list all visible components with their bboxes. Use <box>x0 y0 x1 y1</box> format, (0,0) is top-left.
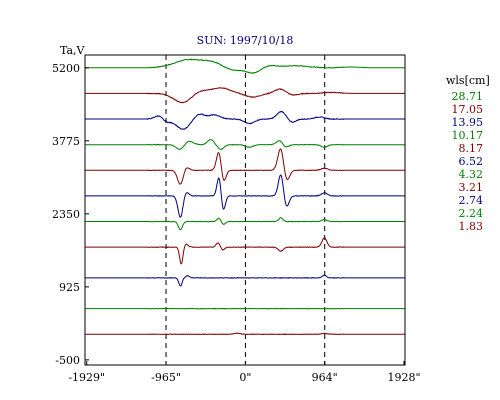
legend-item: 8.17 <box>459 142 484 155</box>
chart-title: SUN: 1997/10/18 <box>197 34 294 47</box>
y-tick-label: 5200 <box>52 62 80 75</box>
legend-item: 4.32 <box>459 168 484 181</box>
x-tick-label: 0" <box>239 371 251 384</box>
series-line <box>85 237 405 265</box>
series-line <box>85 58 405 74</box>
y-tick-label: -500 <box>55 354 80 367</box>
series-line <box>85 110 405 130</box>
legend-item: 6.52 <box>459 155 484 168</box>
series-line <box>85 86 405 104</box>
x-tick-label: -1929" <box>68 371 105 384</box>
legend-item: 28.71 <box>452 90 484 103</box>
series-line <box>85 139 405 151</box>
legend-item: 10.17 <box>452 129 484 142</box>
y-axis-label: Ta,V <box>60 44 86 57</box>
series-line <box>85 274 405 287</box>
y-tick-label: 3775 <box>52 135 80 148</box>
legend-item: 3.21 <box>459 181 484 194</box>
series-line <box>85 307 405 310</box>
legend-item: 13.95 <box>452 116 484 129</box>
y-tick-label: 2350 <box>52 208 80 221</box>
legend-item: 17.05 <box>452 103 484 116</box>
legend-item: 2.74 <box>459 194 484 207</box>
series-line <box>85 332 405 336</box>
x-tick-label: 964" <box>312 371 338 384</box>
legend-item: 1.83 <box>459 220 484 233</box>
legend-item: 2.24 <box>459 207 484 220</box>
y-tick-label: 925 <box>59 281 80 294</box>
plot-area <box>85 55 405 365</box>
series-line <box>85 217 405 231</box>
legend: 28.7117.0513.9510.178.176.524.323.212.74… <box>452 90 484 233</box>
x-tick-label: -965" <box>151 371 181 384</box>
legend-title: wls[cm] <box>446 74 490 87</box>
series-line <box>85 148 405 185</box>
axes: -1929" -965" 0" 964" 1928" 5200 3775 2350 925 -50… <box>52 62 421 384</box>
x-tick-label: 1928" <box>387 371 420 384</box>
series-line <box>85 174 405 218</box>
